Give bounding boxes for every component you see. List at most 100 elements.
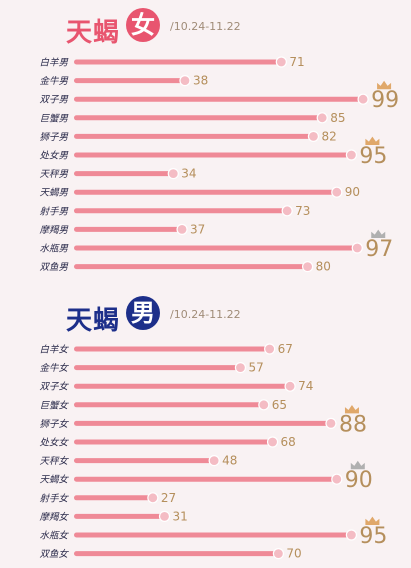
- value-label: 67: [278, 342, 293, 356]
- value-label: 74: [298, 379, 313, 393]
- value-label: 48: [222, 454, 237, 468]
- bar-end-dot: [281, 205, 293, 217]
- crown-icon: [365, 516, 380, 525]
- bar-end-dot: [302, 261, 314, 273]
- category-label: 白羊女: [39, 344, 69, 356]
- bar-chart-top: 白羊男 71 金牛男 38 双子男 99 巨蟹男 85 狮子男 82 处女男 95 天秤男 34 天蝎男 90…: [39, 55, 399, 274]
- bar-end-dot: [208, 455, 220, 467]
- value-label: 65: [272, 398, 287, 412]
- value-label: 68: [281, 435, 296, 449]
- category-label: 射手男: [39, 206, 68, 217]
- category-label: 双子男: [39, 95, 68, 106]
- category-label: 双鱼女: [39, 548, 69, 560]
- bar-end-dot: [357, 93, 369, 105]
- value-label: 38: [193, 74, 208, 88]
- bar: [74, 365, 241, 371]
- category-label: 狮子女: [39, 418, 69, 430]
- bar: [74, 383, 291, 389]
- chart-title-circle: 男: [126, 296, 160, 330]
- bar-end-dot: [264, 343, 276, 355]
- category-label: 摩羯女: [39, 511, 69, 523]
- bar: [74, 476, 337, 482]
- bar-end-dot: [325, 417, 337, 429]
- bar-end-dot: [351, 242, 363, 254]
- bar: [74, 532, 352, 538]
- bar: [74, 346, 270, 352]
- bar-end-dot: [345, 149, 357, 161]
- category-label: 白羊男: [39, 57, 68, 69]
- chart-title-circle: 女: [126, 8, 160, 42]
- bar: [74, 171, 174, 177]
- bar: [74, 226, 183, 232]
- chart-title-text: 天蝎: [66, 306, 121, 336]
- category-label: 水瓶女: [39, 530, 69, 542]
- chart-panel-bottom: 天蝎 男 /10.24-11.22 白羊女 67 金牛女 57 双子女 74 巨蟹女 65 狮子…: [0, 284, 411, 568]
- bar-end-dot: [167, 168, 179, 180]
- category-label: 天秤男: [39, 169, 68, 180]
- value-label: 71: [289, 55, 304, 69]
- bar: [74, 551, 279, 557]
- bar-chart-bottom: 白羊女 67 金牛女 57 双子女 74 巨蟹女 65 狮子女 88 处女女 68 天秤女 48 天蝎女 90…: [39, 342, 387, 561]
- chart-panel-top: 天蝎 女 /10.24-11.22 白羊男 71 金牛男 38 双子男 99 巨蟹男 85 狮子…: [39, 8, 399, 274]
- bar-end-dot: [345, 529, 357, 541]
- category-label: 双子女: [39, 381, 69, 393]
- value-label: 73: [295, 204, 310, 218]
- bar: [74, 78, 185, 84]
- value-label: 57: [248, 361, 263, 375]
- value-label: 31: [173, 509, 188, 523]
- bar: [74, 245, 358, 251]
- bar-end-dot: [316, 112, 328, 124]
- category-label: 摩羯男: [39, 224, 68, 236]
- bar: [74, 264, 308, 270]
- bar: [74, 133, 314, 139]
- category-label: 处女女: [39, 437, 69, 449]
- bar-end-dot: [307, 130, 320, 142]
- value-label: 99: [371, 88, 399, 113]
- bar-end-dot: [158, 510, 171, 522]
- bar-end-dot: [176, 223, 188, 235]
- value-label: 34: [181, 167, 196, 181]
- chart-title-text: 天蝎: [66, 18, 121, 48]
- bar: [74, 420, 331, 426]
- bar-end-dot: [331, 473, 343, 485]
- value-label: 80: [316, 260, 331, 274]
- value-label: 95: [359, 524, 387, 549]
- bar-end-dot: [266, 436, 279, 448]
- category-label: 水瓶男: [39, 244, 68, 255]
- bar: [74, 439, 273, 445]
- bar-end-dot: [234, 361, 247, 374]
- value-label: 90: [345, 185, 360, 199]
- category-label: 天蝎女: [39, 474, 69, 486]
- category-label: 巨蟹女: [39, 399, 69, 411]
- bar: [74, 208, 288, 214]
- crown-icon: [377, 80, 392, 90]
- crown-icon: [371, 229, 386, 238]
- value-label: 90: [345, 468, 373, 493]
- date-range: /10.24-11.22: [170, 20, 241, 33]
- value-label: 82: [321, 129, 336, 143]
- value-label: 37: [190, 222, 205, 236]
- bar: [74, 513, 165, 519]
- category-label: 金牛男: [39, 75, 68, 87]
- category-label: 金牛女: [39, 362, 69, 374]
- crown-icon: [344, 405, 359, 414]
- crown-icon: [350, 460, 365, 470]
- bar: [74, 189, 337, 195]
- category-label: 狮子男: [39, 132, 68, 143]
- value-label: 97: [365, 237, 393, 262]
- category-label: 天蝎男: [39, 188, 68, 199]
- bar-end-dot: [275, 56, 287, 68]
- bar: [74, 495, 153, 501]
- bar-end-dot: [284, 380, 296, 392]
- bar: [74, 96, 364, 102]
- category-label: 巨蟹男: [39, 113, 68, 124]
- bar-end-dot: [331, 186, 343, 198]
- date-range: /10.24-11.22: [170, 308, 241, 321]
- category-label: 射手女: [39, 492, 69, 504]
- bar: [74, 402, 264, 408]
- value-label: 70: [286, 547, 301, 561]
- bar-end-dot: [179, 74, 191, 87]
- value-label: 95: [359, 144, 387, 169]
- value-label: 27: [161, 491, 176, 505]
- crown-icon: [365, 136, 380, 145]
